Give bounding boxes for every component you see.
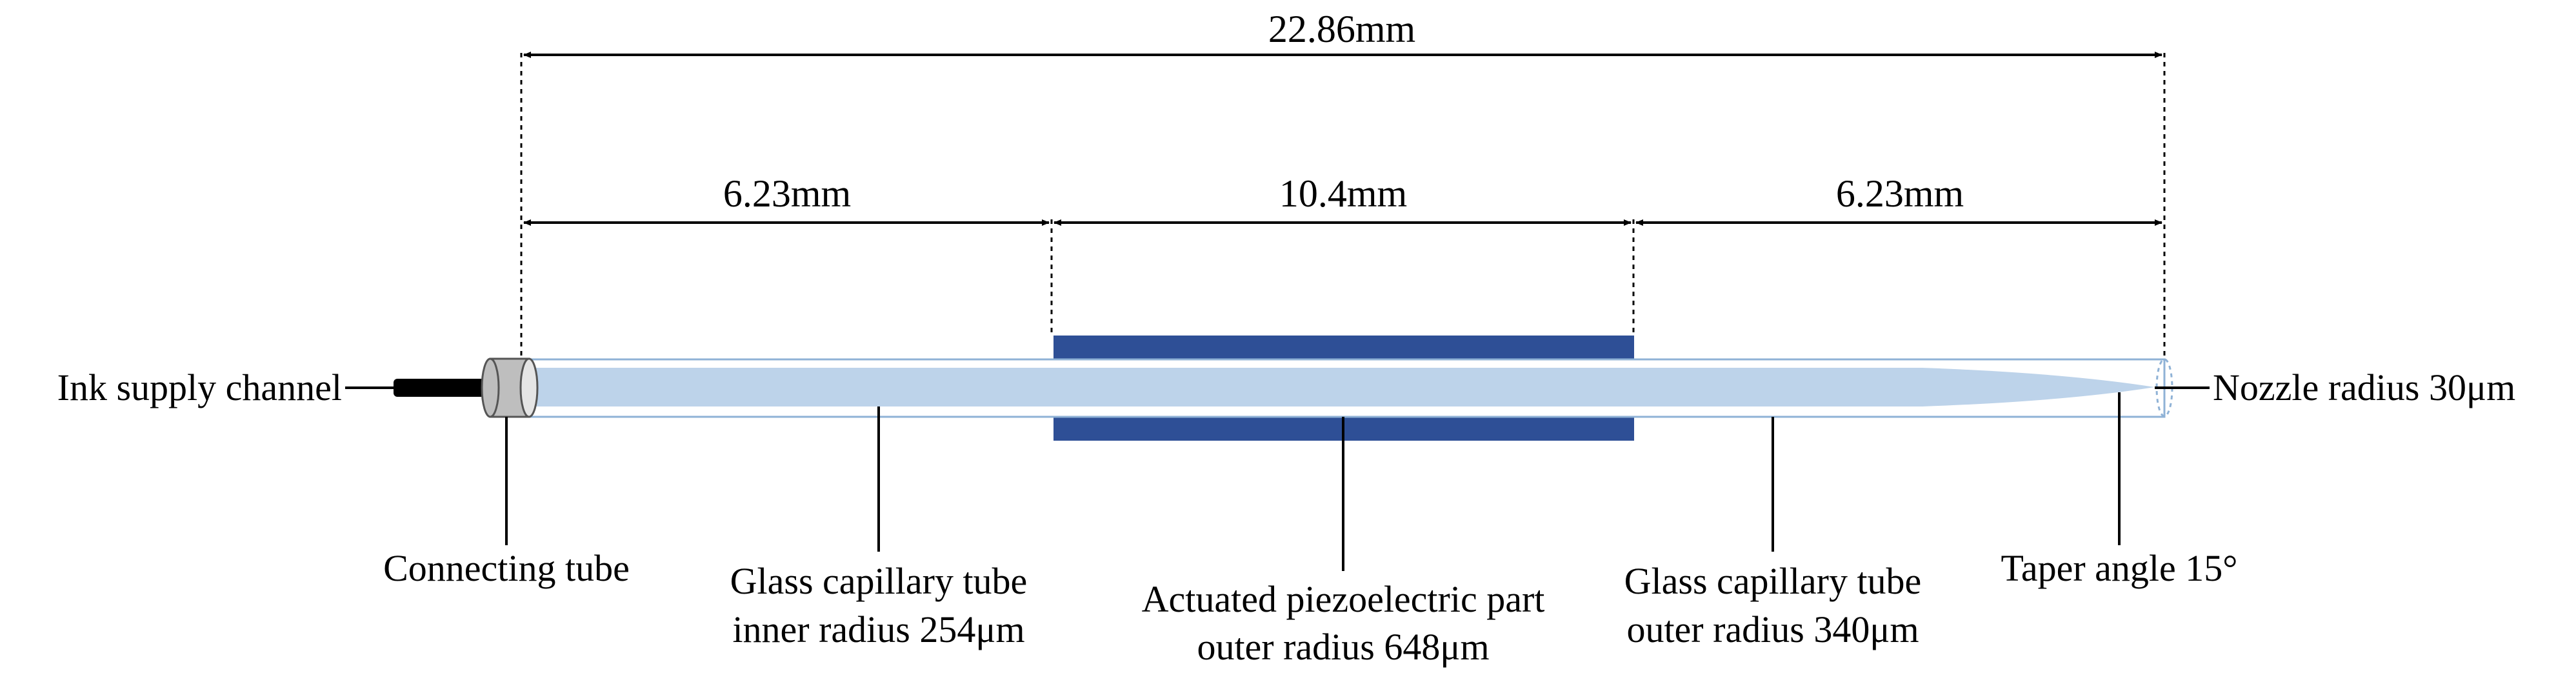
ink-supply-channel-tube bbox=[394, 379, 490, 397]
glass-inner-label-line1: Glass capillary tube bbox=[730, 560, 1028, 602]
dimension-arrows bbox=[523, 52, 2162, 226]
glass-capillary-inner-channel bbox=[535, 368, 2155, 406]
piezo-label-line2: outer radius 648μm bbox=[1197, 626, 1489, 668]
glass-outer-label-line1: Glass capillary tube bbox=[1624, 560, 1922, 602]
nozzle-radius-label: Nozzle radius 30μm bbox=[2213, 366, 2515, 408]
piezo-label-line1: Actuated piezoelectric part bbox=[1142, 578, 1545, 620]
taper-angle-label: Taper angle 15° bbox=[2001, 547, 2238, 589]
middle-section-dimension-label: 10.4mm bbox=[1279, 172, 1407, 215]
ink-supply-channel-label: Ink supply channel bbox=[57, 366, 342, 408]
extension-lines bbox=[520, 53, 2166, 374]
connecting-tube-label: Connecting tube bbox=[383, 547, 630, 589]
total-dimension-label: 22.86mm bbox=[1268, 8, 1415, 50]
glass-inner-label-line2: inner radius 254μm bbox=[732, 608, 1024, 650]
connecting-tube-right-end bbox=[519, 357, 539, 418]
left-section-dimension-label: 6.23mm bbox=[723, 172, 851, 215]
leader-lines bbox=[345, 386, 2210, 571]
right-section-dimension-label: 6.23mm bbox=[1836, 172, 1964, 215]
glass-outer-label-line2: outer radius 340μm bbox=[1626, 608, 1919, 650]
connecting-tube-left-end bbox=[481, 357, 500, 418]
